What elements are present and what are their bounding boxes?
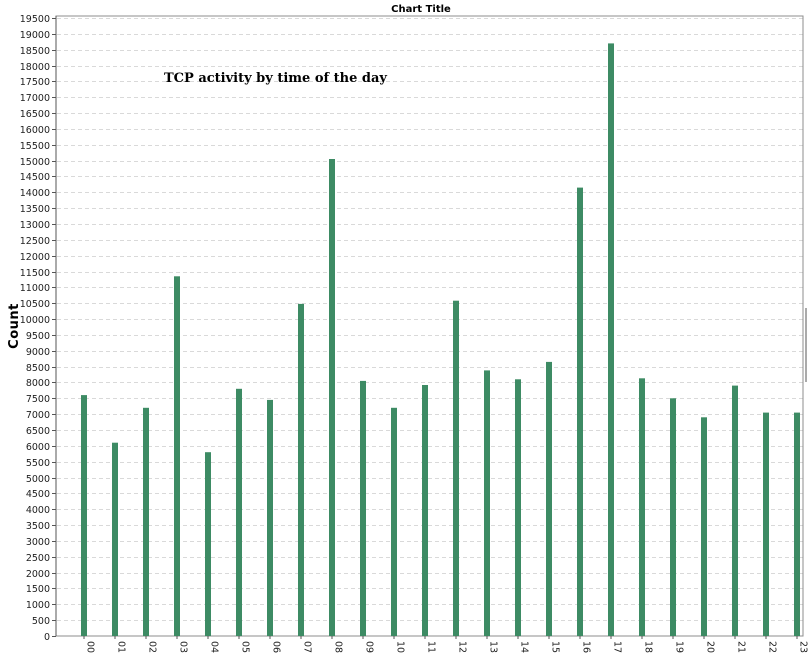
bar [670,398,676,636]
y-tick-label: 6000 [26,442,50,453]
y-tick-label: 12000 [20,252,50,263]
y-tick-label: 5500 [26,458,50,469]
bar [81,395,87,636]
x-tick-label: 19 [674,641,685,653]
y-tick-label: 18500 [20,46,50,57]
x-tick-label: 05 [240,641,251,653]
x-tick-label: 06 [271,641,282,653]
bars [81,43,800,636]
y-tick-label: 4500 [26,489,50,500]
y-tick-label: 3000 [26,537,50,548]
x-tick-label: 18 [643,641,654,653]
x-tick-label: 08 [333,641,344,653]
y-tick-label: 3500 [26,521,50,532]
y-tick-label: 10500 [20,299,50,310]
x-tick-label: 12 [457,641,468,653]
x-tick-label: 10 [395,641,406,653]
y-tick-label: 0 [44,632,50,643]
x-tick-label: 16 [581,641,592,653]
bar [112,443,118,636]
chart-annotation: TCP activity by time of the day [164,71,387,86]
bar [453,301,459,636]
bar [174,276,180,636]
y-tick-label: 19000 [20,30,50,41]
bar [577,188,583,636]
bar [484,370,490,636]
x-tick-label: 20 [705,641,716,653]
y-tick-label: 7000 [26,410,50,421]
bar [236,389,242,636]
x-tick-label: 07 [302,641,313,653]
x-axis: 00 01 02 03 04 05 06 07 08 09 10 11 12 13 14 15 16 17 18 19… [84,636,808,653]
x-tick-label: 22 [767,641,778,653]
y-tick-label: 11000 [20,283,50,294]
bar [701,417,707,636]
bar [639,378,645,636]
x-tick-label: 04 [209,641,220,653]
y-tick-label: 5000 [26,474,50,485]
y-tick-label: 13500 [20,204,50,215]
plot-frame [56,16,803,636]
y-tick-label: 6500 [26,426,50,437]
x-tick-label: 21 [736,641,747,653]
bar [329,159,335,636]
x-tick-label: 15 [550,641,561,653]
y-tick-label: 8500 [26,363,50,374]
bar [391,408,397,636]
x-tick-label: 13 [488,641,499,653]
x-tick-label: 00 [85,641,96,653]
y-tick-label: 2000 [26,569,50,580]
bar [515,379,521,636]
y-tick-label: 14500 [20,172,50,183]
x-tick-label: 03 [178,641,189,653]
bar [794,413,800,636]
bar [763,413,769,636]
bar [422,385,428,636]
y-tick-label: 16000 [20,125,50,136]
bar [143,408,149,636]
x-tick-label: 11 [426,641,437,653]
y-tick-label: 15500 [20,141,50,152]
y-tick-label: 7500 [26,394,50,405]
x-tick-label: 02 [147,641,158,653]
y-tick-label: 14000 [20,188,50,199]
y-tick-label: 15000 [20,157,50,168]
bar [267,400,273,636]
x-tick-label: 01 [116,641,127,653]
x-tick-label: 17 [612,641,623,653]
y-axis-label: Count [7,303,22,349]
bar [205,452,211,636]
y-tick-label: 11500 [20,268,50,279]
y-tick-label: 500 [32,616,50,627]
y-tick-label: 13000 [20,220,50,231]
y-tick-label: 9500 [26,331,50,342]
y-tick-label: 10000 [20,315,50,326]
y-tick-label: 9000 [26,347,50,358]
bar [298,304,304,636]
chart-title: Chart Title [391,4,451,15]
y-tick-label: 12500 [20,236,50,247]
y-tick-label: 16500 [20,109,50,120]
y-tick-label: 17500 [20,77,50,88]
bar [608,43,614,636]
bar [360,381,366,636]
y-axis: 0 500 1000 1500 2000 2500 3000 3500 4000 4500 5000… [20,14,56,643]
bar [732,386,738,636]
y-tick-label: 19500 [20,14,50,25]
y-tick-label: 4000 [26,505,50,516]
x-tick-label: 09 [364,641,375,653]
y-tick-label: 1500 [26,584,50,595]
grid-lines [57,19,803,621]
bar [546,362,552,636]
y-tick-label: 8000 [26,378,50,389]
y-tick-label: 1000 [26,600,50,611]
y-tick-label: 18000 [20,62,50,73]
y-tick-label: 2500 [26,553,50,564]
y-tick-label: 17000 [20,93,50,104]
x-tick-label: 14 [519,641,530,653]
x-tick-label: 23 [798,641,808,653]
